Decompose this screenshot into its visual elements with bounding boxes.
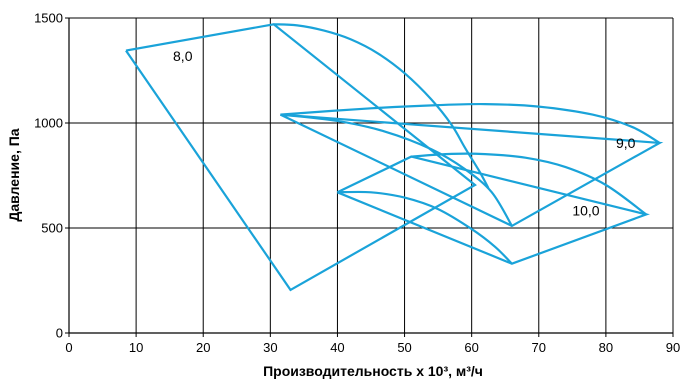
y-tick-label: 500 [41, 221, 63, 236]
series-boundary [336, 155, 650, 265]
series-3 [336, 152, 650, 265]
y-tick-label: 1500 [34, 11, 63, 26]
series-2 [279, 102, 664, 228]
x-tick-label: 50 [397, 340, 411, 355]
series-1 [125, 23, 490, 292]
series-boundary [125, 23, 477, 292]
x-tick-label: 70 [532, 340, 546, 355]
x-tick-label: 10 [129, 340, 143, 355]
x-tick-label: 80 [599, 340, 613, 355]
x-tick-label: 60 [464, 340, 478, 355]
x-axis-title: Производительность x 10³, м³/ч [263, 363, 483, 379]
x-tick-label: 30 [263, 340, 277, 355]
series-group [125, 23, 664, 292]
x-tick-label: 40 [330, 340, 344, 355]
series-label: 9,0 [616, 135, 636, 151]
series-curve [337, 190, 513, 265]
series-curve [280, 113, 513, 227]
series-curve [280, 102, 661, 144]
axes: 0 10 20 30 40 50 60 70 80 90 0 500 1000 1500 [34, 11, 680, 356]
x-tick-label: 90 [666, 340, 680, 355]
y-axis-title: Давление, Па [6, 128, 22, 221]
series-curve [411, 152, 647, 216]
y-tick-label: 1000 [34, 116, 63, 131]
series-label: 10,0 [572, 202, 599, 218]
series-label: 8,0 [173, 48, 193, 64]
series-boundary [279, 113, 664, 228]
x-tick-label: 20 [196, 340, 210, 355]
y-tick-label: 0 [56, 326, 63, 341]
labels: 8,0 9,0 10,0 [173, 48, 636, 218]
x-tick-label: 0 [65, 340, 72, 355]
